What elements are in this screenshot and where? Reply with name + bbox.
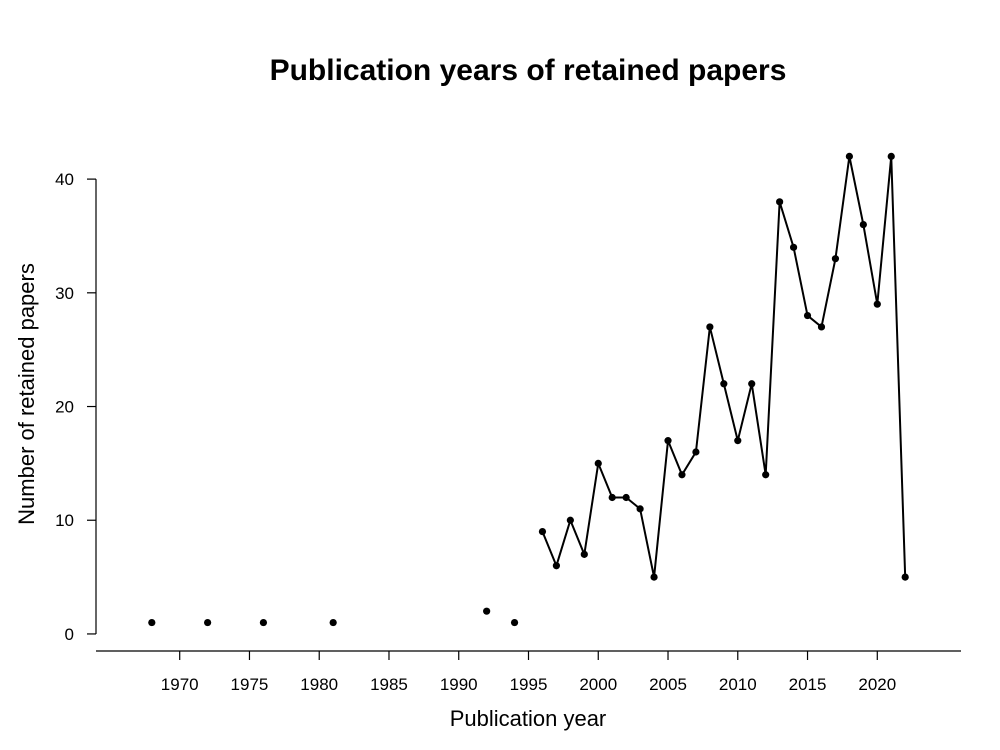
data-point	[845, 152, 853, 160]
axes: 1970 1975 1980 1985 1990 1995 2000 2005 2010 2015…	[55, 170, 961, 694]
y-tick-label: 30	[55, 284, 74, 303]
x-tick-label: 1990	[440, 675, 478, 694]
data-point	[789, 243, 798, 251]
data-point	[259, 618, 268, 627]
data-point	[776, 198, 784, 206]
y-axis-label: Number of retained papers	[14, 263, 39, 525]
series-line	[541, 156, 907, 578]
x-axis-label: Publication year	[450, 706, 607, 731]
data-point	[650, 573, 658, 581]
data-point	[148, 618, 156, 627]
x-tick-label: 1975	[231, 675, 269, 694]
data-point	[748, 380, 756, 388]
data-point	[901, 573, 909, 581]
data-point	[608, 493, 616, 502]
y-tick-label: 20	[55, 398, 74, 417]
data-point	[204, 618, 212, 627]
data-point	[720, 380, 728, 388]
data-point	[510, 618, 519, 627]
x-tick-label: 2000	[579, 675, 617, 694]
data-point	[706, 323, 714, 331]
y-tick-label: 10	[55, 511, 74, 530]
data-point	[664, 437, 672, 445]
data-point	[580, 550, 588, 558]
data-point	[538, 528, 547, 536]
x-tick-label: 1970	[161, 675, 199, 694]
x-tick-label: 2005	[649, 675, 687, 694]
data-point	[803, 311, 812, 320]
data-point	[762, 471, 770, 479]
data-point	[873, 300, 881, 308]
chart-title: Publication years of retained papers	[270, 54, 787, 87]
data-point	[636, 505, 644, 513]
y-tick-label: 40	[55, 170, 74, 189]
data-point	[887, 152, 895, 160]
y-tick-label: 0	[65, 625, 74, 644]
x-tick-label: 2010	[719, 675, 757, 694]
data-point	[566, 516, 574, 524]
data-point	[859, 220, 867, 229]
data-marks	[148, 152, 909, 627]
x-tick-label: 1985	[370, 675, 408, 694]
data-point	[692, 448, 700, 456]
data-point	[831, 255, 840, 263]
data-point	[552, 562, 561, 570]
data-point	[734, 437, 742, 445]
data-point	[622, 493, 630, 502]
data-point	[483, 607, 491, 615]
data-point	[817, 323, 826, 331]
data-point	[678, 471, 686, 479]
x-tick-label: 2020	[858, 675, 896, 694]
x-tick-label: 2015	[789, 675, 827, 694]
x-tick-label: 1980	[300, 675, 338, 694]
data-point	[329, 618, 337, 627]
x-tick-label: 1995	[510, 675, 548, 694]
data-point	[594, 459, 602, 467]
